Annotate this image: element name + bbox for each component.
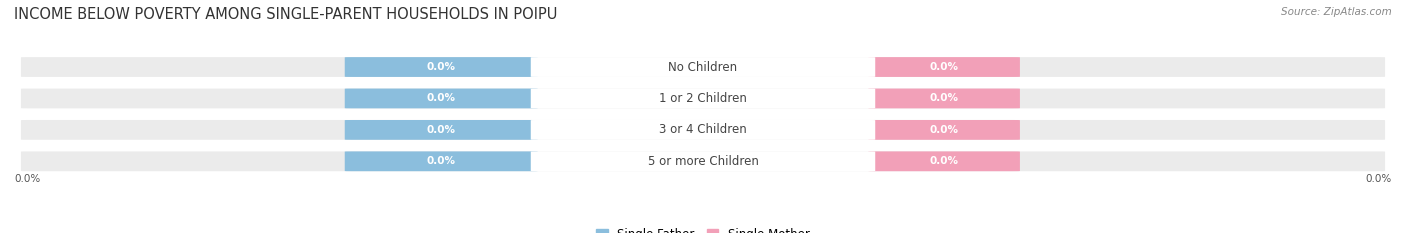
Text: 0.0%: 0.0%: [1365, 174, 1392, 184]
Text: 0.0%: 0.0%: [426, 93, 456, 103]
FancyBboxPatch shape: [869, 151, 1019, 171]
Text: 0.0%: 0.0%: [426, 62, 456, 72]
FancyBboxPatch shape: [21, 89, 1385, 108]
Text: 0.0%: 0.0%: [426, 125, 456, 135]
Text: 0.0%: 0.0%: [929, 156, 959, 166]
FancyBboxPatch shape: [344, 151, 537, 171]
FancyBboxPatch shape: [344, 57, 537, 77]
Text: 0.0%: 0.0%: [929, 93, 959, 103]
Text: 0.0%: 0.0%: [929, 125, 959, 135]
Text: 0.0%: 0.0%: [14, 174, 41, 184]
FancyBboxPatch shape: [531, 89, 875, 108]
FancyBboxPatch shape: [21, 120, 1385, 140]
Text: No Children: No Children: [668, 61, 738, 74]
FancyBboxPatch shape: [531, 120, 875, 140]
FancyBboxPatch shape: [344, 89, 537, 108]
FancyBboxPatch shape: [21, 57, 1385, 77]
Text: Source: ZipAtlas.com: Source: ZipAtlas.com: [1281, 7, 1392, 17]
Text: 0.0%: 0.0%: [426, 156, 456, 166]
Text: INCOME BELOW POVERTY AMONG SINGLE-PARENT HOUSEHOLDS IN POIPU: INCOME BELOW POVERTY AMONG SINGLE-PARENT…: [14, 7, 557, 22]
Text: 3 or 4 Children: 3 or 4 Children: [659, 123, 747, 136]
Text: 5 or more Children: 5 or more Children: [648, 155, 758, 168]
FancyBboxPatch shape: [21, 151, 1385, 171]
FancyBboxPatch shape: [869, 89, 1019, 108]
Text: 1 or 2 Children: 1 or 2 Children: [659, 92, 747, 105]
FancyBboxPatch shape: [869, 57, 1019, 77]
Legend: Single Father, Single Mother: Single Father, Single Mother: [592, 224, 814, 233]
FancyBboxPatch shape: [344, 120, 537, 140]
FancyBboxPatch shape: [869, 120, 1019, 140]
FancyBboxPatch shape: [531, 151, 875, 171]
FancyBboxPatch shape: [531, 57, 875, 77]
Text: 0.0%: 0.0%: [929, 62, 959, 72]
